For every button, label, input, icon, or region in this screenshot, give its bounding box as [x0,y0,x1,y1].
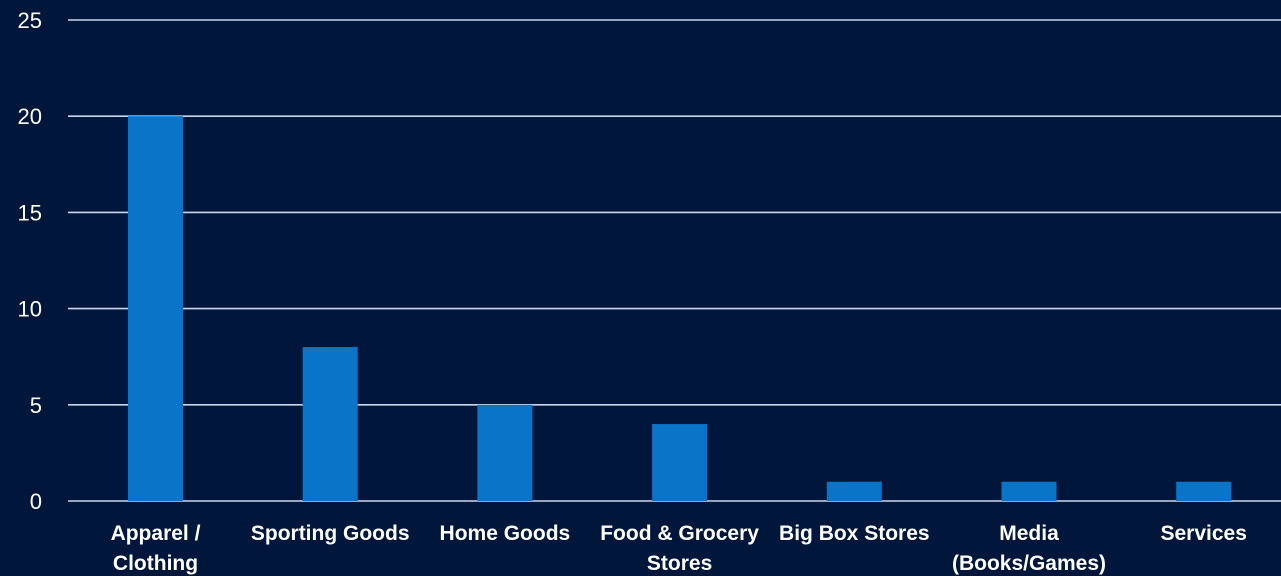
bar-5 [1001,481,1057,501]
bar-3 [652,424,708,501]
y-tick-label-0: 0 [30,489,42,514]
x-category-label-line: Sporting Goods [251,522,410,545]
gridlines [68,19,1281,502]
x-category-label-5: Media (Books/Games) [952,522,1106,575]
x-category-label-line: Big Box Stores [779,522,930,545]
x-category-label-6: Services [1160,522,1246,545]
x-category-label-line: Food & Grocery [600,522,759,545]
x-category-label-line: Stores [647,552,712,575]
y-tick-label-25: 25 [18,8,42,33]
y-tick-label-10: 10 [18,297,42,322]
y-axis-tick-labels: 0 5 10 15 20 25 [18,8,42,514]
bar-1 [302,347,358,501]
x-category-label-2: Home Goods [440,522,571,545]
x-category-label-0: Apparel / Clothing [111,522,201,575]
x-category-label-3: Food & Grocery Stores [600,522,759,575]
y-tick-label-15: 15 [18,200,42,225]
x-category-label-line: Apparel / [111,522,201,545]
x-category-label-4: Big Box Stores [779,522,930,545]
y-tick-label-20: 20 [18,104,42,129]
bar-0 [128,116,183,501]
x-category-label-line: (Books/Games) [952,552,1106,575]
bars [128,116,1232,501]
x-category-label-1: Sporting Goods [251,522,410,545]
bar-6 [1176,481,1232,501]
x-category-label-line: Media [999,522,1059,545]
y-tick-label-5: 5 [30,393,42,418]
x-category-label-line: Services [1160,522,1246,545]
x-category-label-line: Home Goods [440,522,571,545]
x-category-label-line: Clothing [113,552,198,575]
bar-4 [826,481,882,501]
bar-2 [477,404,533,501]
x-axis-category-labels: Apparel / Clothing Sporting Goods Home Good… [111,522,1247,575]
